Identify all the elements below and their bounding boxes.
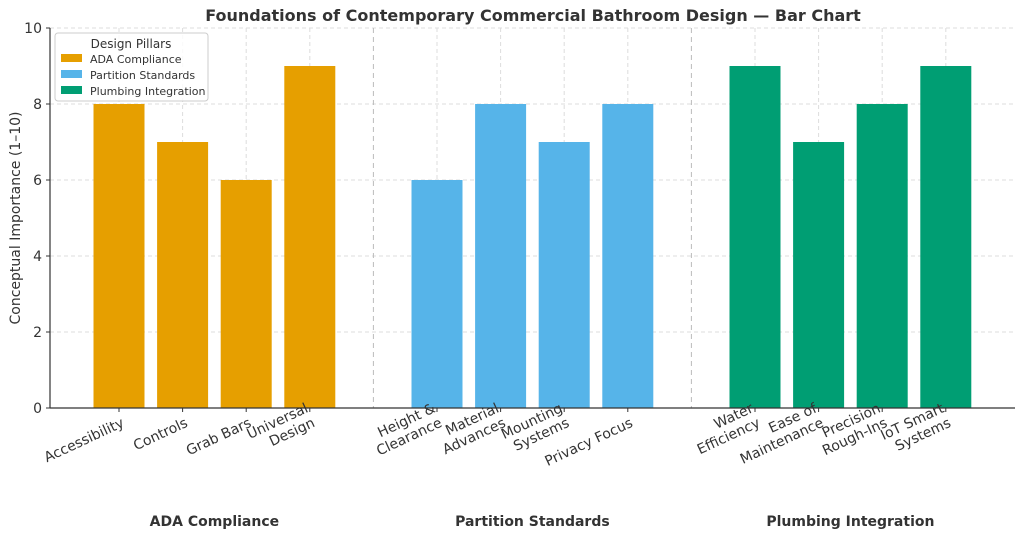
- legend-swatch: [61, 70, 82, 78]
- x-tick-label: Grab Bars: [184, 415, 254, 459]
- x-tick-label: Controls: [131, 415, 190, 454]
- legend-label: ADA Compliance: [90, 53, 182, 66]
- legend: Design Pillars ADA Compliance Partition S…: [54, 32, 209, 102]
- bar: [538, 142, 590, 408]
- chart-title: Foundations of Contemporary Commercial B…: [205, 6, 861, 25]
- bar: [220, 180, 272, 408]
- bar: [475, 104, 527, 408]
- y-tick-label: 10: [24, 21, 42, 37]
- legend-title: Design Pillars: [91, 37, 172, 51]
- y-tick-label: 4: [33, 249, 42, 265]
- bar: [920, 66, 972, 408]
- bar: [729, 66, 781, 408]
- bar: [93, 104, 145, 408]
- legend-swatch: [61, 54, 82, 62]
- y-axis-label: Conceptual Importance (1–10): [8, 111, 24, 324]
- legend-label: Partition Standards: [90, 69, 195, 82]
- legend-swatch: [61, 86, 82, 94]
- y-tick-label: 8: [33, 97, 42, 113]
- y-tick-label: 2: [33, 325, 42, 341]
- bar: [157, 142, 209, 408]
- group-label: ADA Compliance: [150, 514, 279, 530]
- group-label: Partition Standards: [455, 514, 610, 530]
- bar: [856, 104, 908, 408]
- bar: [284, 66, 336, 408]
- x-tick-label: Accessibility: [42, 415, 127, 466]
- x-tick-label: MaterialAdvances: [434, 401, 509, 459]
- group-label: Plumbing Integration: [766, 514, 934, 530]
- bar: [411, 180, 463, 408]
- x-tick-label: IoT SmartSystems: [878, 400, 954, 458]
- bar: [793, 142, 845, 408]
- legend-label: Plumbing Integration: [90, 85, 206, 98]
- x-tick-label: Height &Clearance: [367, 401, 444, 460]
- x-tick-label: UniversalDesign: [245, 401, 318, 458]
- y-tick-label: 6: [33, 173, 42, 189]
- bar: [602, 104, 654, 408]
- y-tick-label: 0: [33, 401, 42, 417]
